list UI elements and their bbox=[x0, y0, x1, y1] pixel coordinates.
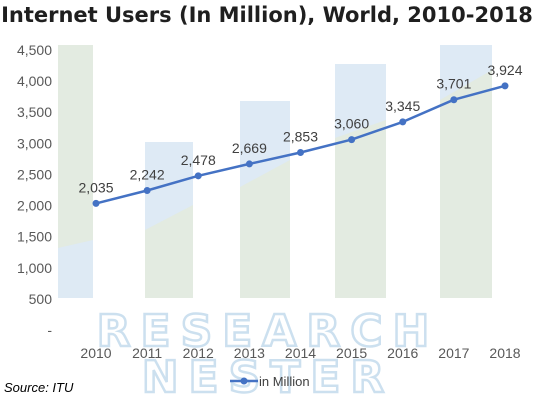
watermark-bar bbox=[440, 45, 492, 298]
data-label: 2,853 bbox=[283, 128, 318, 144]
y-tick-label: 4,000 bbox=[17, 73, 52, 89]
x-tick-label: 2010 bbox=[80, 345, 111, 361]
data-point bbox=[348, 136, 356, 144]
watermark-word: RESEARCH bbox=[97, 306, 440, 357]
legend: in Million bbox=[230, 374, 310, 389]
x-tick-label: 2017 bbox=[438, 345, 469, 361]
series-in-million: 2,035 2,242 2,478 2,669 2,853 3,060 3,345 3,701… bbox=[78, 62, 523, 207]
data-point bbox=[194, 172, 202, 180]
data-label: 2,035 bbox=[78, 179, 113, 195]
y-tick-label: 3,500 bbox=[17, 104, 52, 120]
data-label: 2,669 bbox=[232, 140, 267, 156]
data-label: 2,242 bbox=[130, 166, 165, 182]
source-note: Source: ITU bbox=[4, 380, 74, 395]
y-tick-label: 2,000 bbox=[17, 198, 52, 214]
x-tick-label: 2013 bbox=[234, 345, 265, 361]
data-point bbox=[501, 82, 509, 90]
x-tick-label: 2011 bbox=[132, 345, 162, 361]
watermark-bar bbox=[145, 142, 193, 230]
y-tick-label: - bbox=[47, 322, 52, 338]
x-tick-label: 2016 bbox=[387, 345, 418, 361]
data-label: 3,060 bbox=[334, 116, 369, 132]
x-axis: 2010 2011 2012 2013 2014 2015 2016 2017 2018 bbox=[80, 345, 520, 361]
data-point bbox=[450, 96, 458, 104]
x-tick-label: 2014 bbox=[285, 345, 316, 361]
data-label: 3,924 bbox=[487, 62, 522, 78]
y-tick-label: 1,500 bbox=[17, 229, 52, 245]
data-point bbox=[92, 199, 100, 207]
y-tick-label: 500 bbox=[29, 291, 53, 307]
y-tick-label: 2,500 bbox=[17, 166, 52, 182]
watermark-word: NESTER bbox=[142, 352, 395, 400]
y-tick-label: 1,000 bbox=[17, 260, 52, 276]
x-tick-label: 2012 bbox=[183, 345, 214, 361]
data-point bbox=[245, 160, 253, 168]
data-point bbox=[399, 118, 407, 126]
y-tick-label: 3,000 bbox=[17, 135, 52, 151]
watermark-bar bbox=[58, 240, 93, 298]
data-label: 3,701 bbox=[436, 76, 471, 92]
data-point bbox=[143, 186, 151, 194]
watermark-bar bbox=[335, 64, 386, 138]
watermark-bar bbox=[58, 45, 93, 298]
x-tick-label: 2018 bbox=[489, 345, 520, 361]
watermark-background: RESEARCH NESTER bbox=[58, 45, 492, 400]
watermark-bar bbox=[440, 45, 492, 100]
y-axis: - 500 1,000 1,500 2,000 2,500 3,000 3,500 4,000 4… bbox=[17, 42, 52, 338]
data-point bbox=[297, 148, 304, 156]
data-label: 2,478 bbox=[181, 152, 216, 168]
x-tick-label: 2015 bbox=[336, 345, 367, 361]
y-tick-label: 4,500 bbox=[17, 42, 52, 58]
data-label: 3,345 bbox=[385, 98, 420, 114]
chart-title: Internet Users (In Million), World, 2010… bbox=[1, 3, 533, 27]
legend-marker-swatch bbox=[240, 377, 248, 385]
legend-label: in Million bbox=[259, 374, 310, 389]
